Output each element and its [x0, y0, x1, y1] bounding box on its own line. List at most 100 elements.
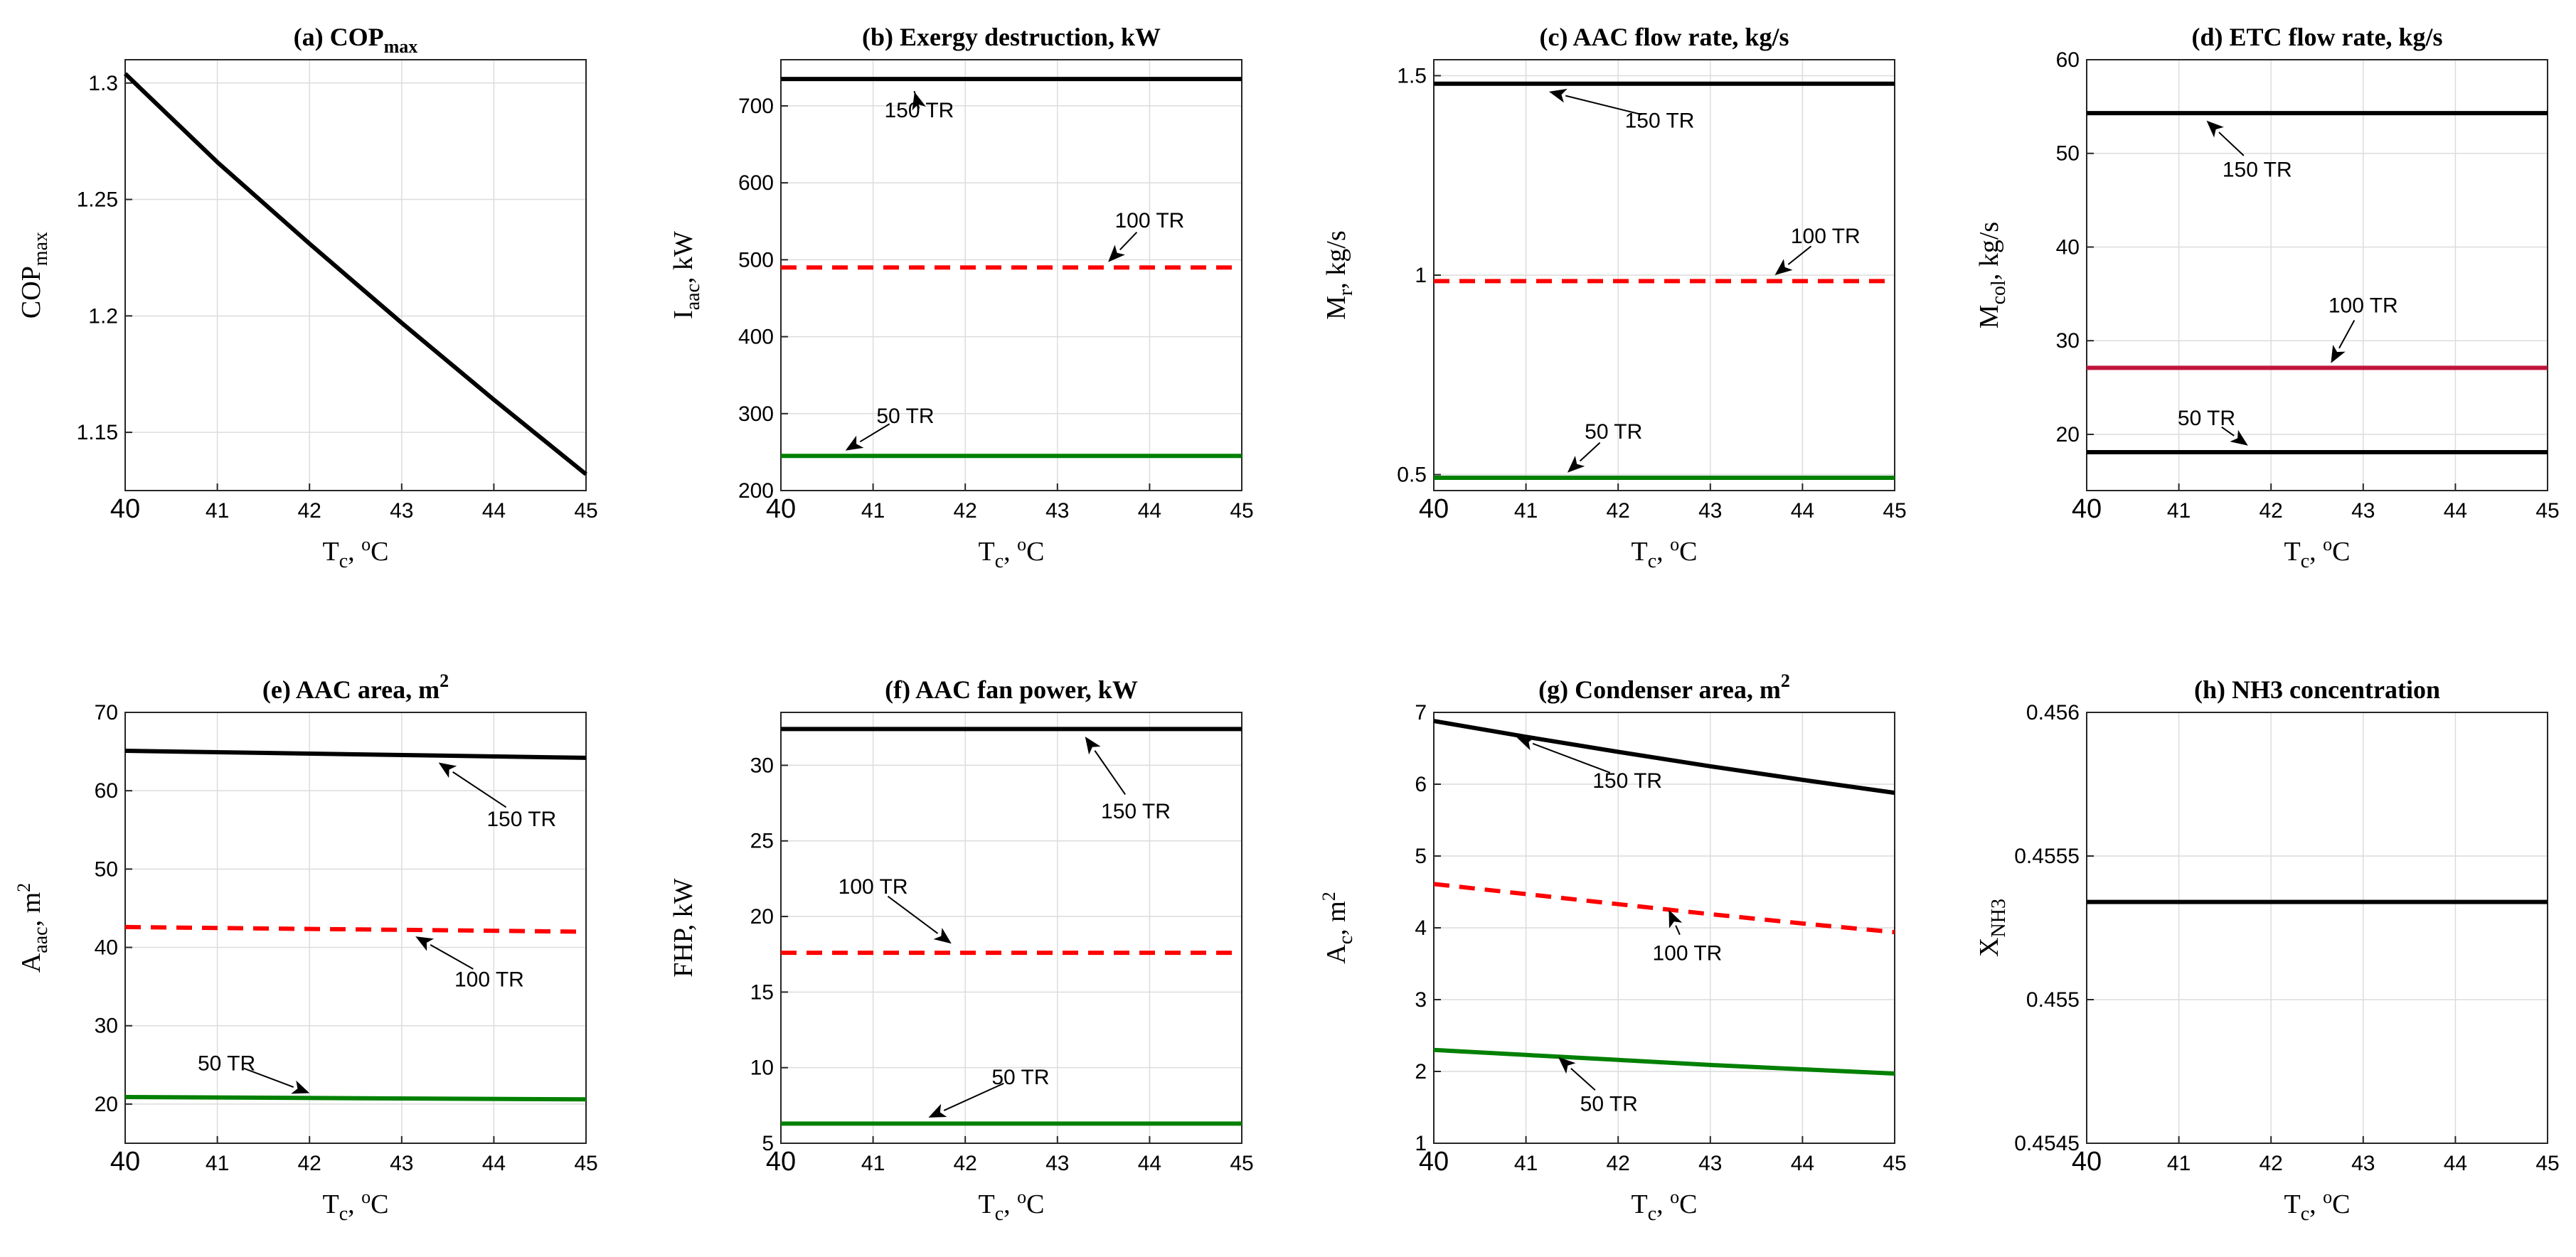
annotation-label: 150 TR: [486, 808, 556, 831]
x-tick-label: 40: [766, 1147, 796, 1177]
panel-a: 40 41 42 43 44 45 1.15 1.2 1.25 1.3 (a) COPmax Tc, …: [16, 23, 598, 572]
x-tick-label: 42: [954, 1152, 977, 1175]
x-tick-label: 42: [298, 499, 321, 523]
x-tick-label: 45: [1230, 499, 1253, 523]
x-axis-label: Tc, oC: [2284, 1187, 2350, 1225]
y-tick-label: 7: [1415, 701, 1427, 724]
axes-box: [124, 59, 587, 491]
x-tick-label: 40: [2072, 494, 2102, 524]
y-tick-label: 5: [762, 1132, 774, 1155]
annotation-arrow: [2218, 132, 2245, 156]
x-tick-label: 45: [2535, 1152, 2559, 1175]
series-line-100-tr: [124, 924, 587, 934]
series-line-50-tr: [124, 1095, 587, 1102]
y-tick-label: 20: [750, 905, 774, 929]
annotation-label: 50 TR: [2178, 407, 2235, 430]
y-tick-label: 6: [1415, 773, 1427, 796]
axes-box: [2086, 712, 2548, 1144]
annotation-arrow: [243, 1067, 294, 1088]
annotation-arrowhead: [1549, 88, 1568, 103]
y-tick-label: 1.2: [88, 304, 118, 328]
annotation-label: 150 TR: [1592, 769, 1662, 793]
y-axis-label: Mr, kg/s: [1321, 230, 1357, 319]
annotation-arrowhead: [1108, 245, 1125, 262]
annotation-arrowhead: [1516, 737, 1536, 751]
y-tick-label: 3: [1415, 988, 1427, 1012]
annotation-label: 100 TR: [1114, 209, 1184, 232]
annotation-arrow: [1579, 442, 1601, 462]
chart-title: (e) AAC area, m2: [262, 670, 449, 704]
annotation-label: 50 TR: [991, 1066, 1049, 1089]
annotation-arrowhead: [933, 928, 952, 944]
annotation-arrowhead: [912, 92, 926, 111]
y-tick-label: 0.455: [2026, 988, 2080, 1012]
annotation-arrowhead: [2206, 120, 2224, 138]
annotation-arrowhead: [845, 435, 864, 451]
annotation-label: 100 TR: [1652, 941, 1722, 965]
y-tick-label: 70: [95, 701, 118, 724]
y-tick-label: 0.456: [2026, 701, 2080, 724]
y-tick-label: 1.25: [77, 188, 118, 212]
x-tick-label: 44: [1138, 1152, 1161, 1175]
y-tick-label: 1.5: [1397, 64, 1427, 87]
annotation-arrowhead: [1668, 909, 1683, 929]
x-tick-label: 45: [2535, 499, 2559, 523]
annotation-arrow: [1787, 245, 1812, 265]
annotation-label: 100 TR: [2328, 294, 2398, 318]
x-tick-label: 43: [1698, 1152, 1722, 1175]
annotation-label: 100 TR: [839, 875, 908, 899]
panel-e: 40 41 42 43 44 45 20 30 40 50 60 70 150 TR 100 TR 50 T…: [14, 670, 598, 1225]
x-tick-label: 41: [1514, 1152, 1538, 1175]
x-tick-label: 41: [206, 499, 229, 523]
annotation-arrow: [452, 771, 507, 808]
x-tick-label: 44: [2444, 1152, 2467, 1175]
y-tick-label: 1: [1415, 1132, 1427, 1155]
x-tick-label: 45: [1230, 1152, 1253, 1175]
x-tick-label: 42: [1607, 1152, 1630, 1175]
annotation-arrow: [1565, 95, 1642, 116]
annotation-label: 100 TR: [1791, 225, 1861, 248]
annotation-arrow: [430, 944, 474, 970]
x-tick-label: 41: [206, 1152, 229, 1175]
x-axis-label: Tc, oC: [1631, 1187, 1697, 1225]
x-tick-label: 45: [574, 499, 597, 523]
annotation-label: 100 TR: [454, 968, 524, 992]
x-tick-label: 43: [1698, 499, 1722, 523]
annotation-label: 50 TR: [1580, 1093, 1638, 1116]
annotation-arrowhead: [1774, 259, 1793, 275]
y-axis-label: Ac, m2: [1319, 892, 1357, 963]
y-tick-label: 50: [2056, 142, 2080, 166]
x-tick-label: 44: [1791, 499, 1814, 523]
y-tick-label: 200: [738, 479, 774, 503]
annotation-arrow: [1675, 925, 1681, 936]
annotation-label: 50 TR: [198, 1052, 255, 1076]
y-tick-label: 30: [750, 754, 774, 777]
y-tick-label: 30: [95, 1015, 118, 1038]
annotation-arrowhead: [415, 936, 435, 951]
annotation-arrowhead: [1567, 456, 1585, 473]
annotation-arrowhead: [2331, 345, 2346, 363]
annotation-arrowhead: [1558, 1057, 1576, 1074]
y-axis-label: Mcol, kg/s: [1974, 222, 2010, 328]
y-tick-label: 1: [1415, 264, 1427, 287]
x-tick-label: 42: [298, 1152, 321, 1175]
x-tick-label: 44: [482, 499, 506, 523]
x-tick-label: 41: [2167, 499, 2191, 523]
annotation-arrow: [1094, 750, 1126, 796]
y-axis-label: Aaac, m2: [14, 883, 52, 973]
chart-title: (b) Exergy destruction, kW: [862, 23, 1161, 51]
axes-box: [2086, 59, 2548, 491]
annotation-arrow: [1570, 1068, 1596, 1091]
chart-title: (d) ETC flow rate, kg/s: [2192, 23, 2443, 51]
y-tick-label: 60: [95, 779, 118, 803]
y-tick-label: 400: [738, 326, 774, 349]
x-tick-label: 42: [1607, 499, 1630, 523]
chart-title: (a) COPmax: [294, 23, 418, 57]
x-axis-label: Tc, oC: [978, 534, 1044, 572]
x-tick-label: 44: [2444, 499, 2467, 523]
x-tick-label: 42: [2260, 499, 2283, 523]
x-tick-label: 43: [2351, 499, 2375, 523]
series-line-100-tr: [1433, 882, 1895, 935]
